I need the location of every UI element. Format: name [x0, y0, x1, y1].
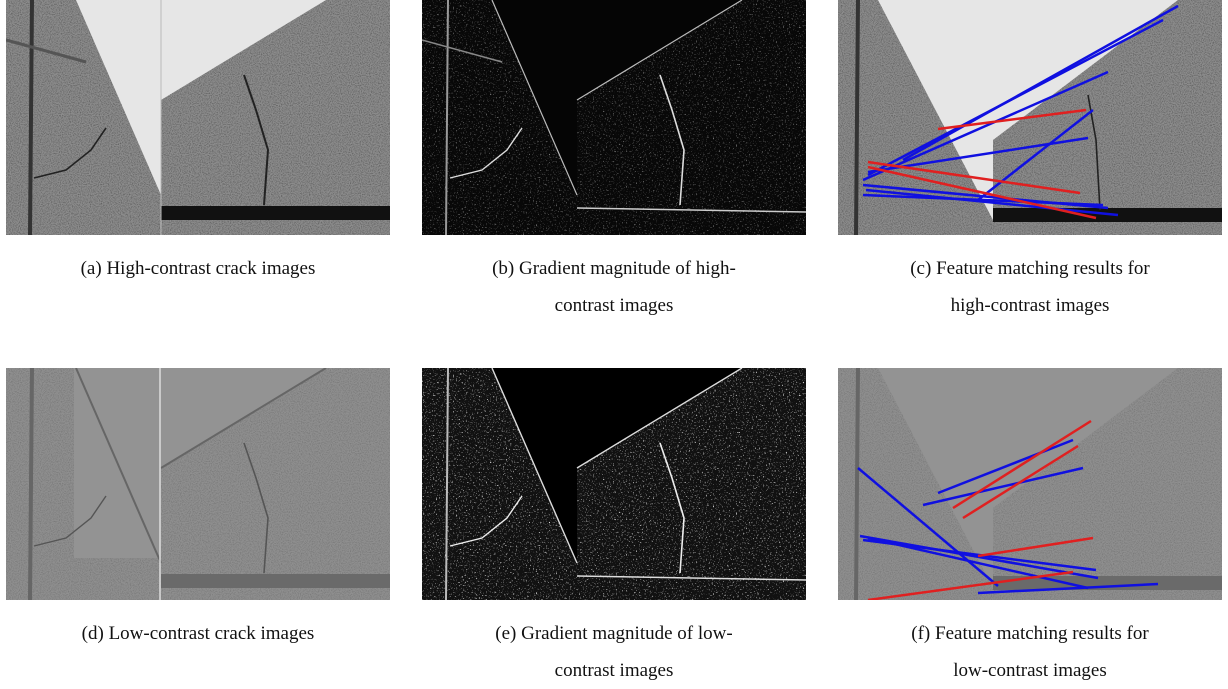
- caption-line: (f) Feature matching results for: [838, 615, 1222, 652]
- caption-line: (d) Low-contrast crack images: [6, 615, 390, 652]
- caption-line: contrast images: [422, 652, 806, 689]
- gradient-image: [422, 368, 806, 600]
- panel-e: (e) Gradient magnitude of low-contrast i…: [422, 368, 806, 689]
- caption: (a) High-contrast crack images: [6, 250, 390, 287]
- caption-line: (b) Gradient magnitude of high-: [422, 250, 806, 287]
- figure: (a) High-contrast crack images (b) Gradi…: [0, 0, 1228, 686]
- panel-b: (b) Gradient magnitude of high-contrast …: [422, 0, 806, 324]
- panel-d: (d) Low-contrast crack images: [6, 368, 390, 652]
- caption: (b) Gradient magnitude of high-contrast …: [422, 250, 806, 324]
- panel-a: (a) High-contrast crack images: [6, 0, 390, 287]
- caption-line: (c) Feature matching results for: [838, 250, 1222, 287]
- gradient-image: [422, 0, 806, 235]
- caption-line: (e) Gradient magnitude of low-: [422, 615, 806, 652]
- caption-line: high-contrast images: [838, 287, 1222, 324]
- matching-image: [838, 368, 1222, 600]
- caption-line: low-contrast images: [838, 652, 1222, 689]
- matching-image: [838, 0, 1222, 235]
- caption: (d) Low-contrast crack images: [6, 615, 390, 652]
- caption-line: contrast images: [422, 287, 806, 324]
- crack-image: [6, 0, 390, 235]
- crack-image: [6, 368, 390, 600]
- caption: (e) Gradient magnitude of low-contrast i…: [422, 615, 806, 689]
- caption-line: (a) High-contrast crack images: [6, 250, 390, 287]
